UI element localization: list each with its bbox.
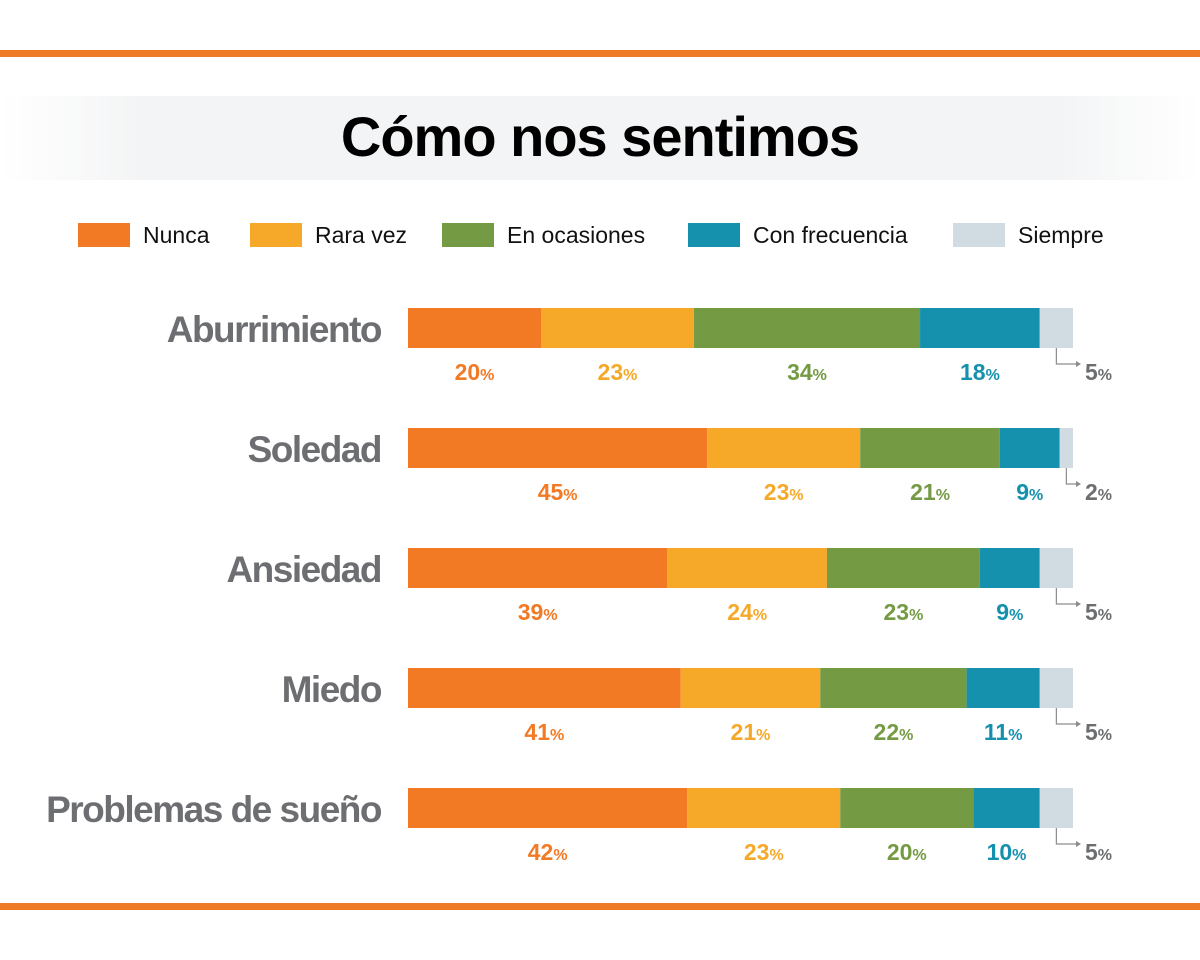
leader-arrow xyxy=(1076,481,1081,487)
legend-item-nunca: Nunca xyxy=(78,222,209,248)
legend-label: Siempre xyxy=(1018,221,1104,248)
bar-segment-siempre xyxy=(1039,668,1073,708)
value-label: 10% xyxy=(987,839,1027,865)
leader-arrow xyxy=(1076,361,1081,367)
leader-arrow xyxy=(1076,721,1081,727)
legend-label: Rara vez xyxy=(315,221,408,248)
bar-segment-nunca xyxy=(408,428,708,468)
bar-segment-rara-vez xyxy=(541,308,694,348)
leader-arrow xyxy=(1076,601,1081,607)
bar-segment-rara-vez xyxy=(680,668,821,708)
value-label: 20% xyxy=(887,839,927,865)
legend-label: Con frecuencia xyxy=(753,221,908,248)
value-label: 39% xyxy=(518,599,558,625)
category-label: Aburrimiento xyxy=(167,309,382,350)
value-label: 18% xyxy=(960,359,1000,385)
category-label: Soledad xyxy=(248,429,381,470)
category-label: Miedo xyxy=(282,669,382,710)
legend-item-con-frecuencia: Con frecuencia xyxy=(688,222,908,248)
value-label: 5% xyxy=(1085,839,1112,865)
value-label: 5% xyxy=(1085,719,1112,745)
leader-line xyxy=(1055,708,1079,725)
value-label: 11% xyxy=(984,719,1023,745)
bar-segment-siempre xyxy=(1039,548,1073,588)
value-label: 23% xyxy=(764,479,804,505)
value-label: 23% xyxy=(884,599,924,625)
leader-line xyxy=(1065,468,1079,485)
leader-arrow xyxy=(1076,841,1081,847)
bar-segment-nunca xyxy=(408,308,541,348)
bar-segment-rara-vez xyxy=(707,428,861,468)
bar-segment-rara-vez xyxy=(687,788,841,828)
value-label: 22% xyxy=(874,719,914,745)
value-label: 21% xyxy=(731,719,771,745)
bar-segment-nunca xyxy=(408,668,681,708)
value-label: 5% xyxy=(1085,359,1112,385)
bar-segment-en-ocasiones xyxy=(820,668,967,708)
value-label: 5% xyxy=(1085,599,1112,625)
value-label: 45% xyxy=(538,479,578,505)
bar-segment-con-frecuencia xyxy=(920,308,1040,348)
leader-line xyxy=(1055,348,1079,365)
bar-segment-en-ocasiones xyxy=(826,548,980,588)
value-label: 41% xyxy=(524,719,564,745)
category-label: Ansiedad xyxy=(226,549,381,590)
chart-title: Cómo nos sentimos xyxy=(340,105,860,168)
legend-swatch xyxy=(688,223,740,247)
legend-label: En ocasiones xyxy=(507,221,646,248)
bar-segment-con-frecuencia xyxy=(999,428,1060,468)
legend-swatch xyxy=(442,223,494,247)
value-label: 24% xyxy=(727,599,767,625)
bottom-rule xyxy=(0,903,1200,910)
category-label: Problemas de sueño xyxy=(46,789,382,830)
bar-segment-con-frecuencia xyxy=(966,668,1040,708)
top-rule xyxy=(0,50,1200,57)
leader-line xyxy=(1055,828,1079,845)
bar-segment-en-ocasiones xyxy=(860,428,1000,468)
title-band xyxy=(0,96,1200,180)
bar-segment-siempre xyxy=(1059,428,1073,468)
legend-item-rara-vez: Rara vez xyxy=(250,222,407,248)
bar-segment-con-frecuencia xyxy=(973,788,1040,828)
value-label: 34% xyxy=(787,359,827,385)
bar-segment-con-frecuencia xyxy=(979,548,1040,588)
value-label: 20% xyxy=(455,359,495,385)
legend-label: Nunca xyxy=(143,221,210,248)
bar-segment-siempre xyxy=(1039,788,1073,828)
bar-segment-nunca xyxy=(408,788,688,828)
legend-item-en-ocasiones: En ocasiones xyxy=(442,222,645,248)
value-label: 23% xyxy=(598,359,638,385)
bar-segment-en-ocasiones xyxy=(840,788,974,828)
value-label: 23% xyxy=(744,839,784,865)
legend-swatch xyxy=(78,223,130,247)
leader-line xyxy=(1055,588,1079,605)
value-label: 9% xyxy=(1016,479,1043,505)
bar-segment-nunca xyxy=(408,548,668,588)
bar-segment-en-ocasiones xyxy=(693,308,921,348)
value-label: 42% xyxy=(528,839,568,865)
bar-segment-rara-vez xyxy=(667,548,827,588)
legend-swatch xyxy=(250,223,302,247)
value-label: 9% xyxy=(996,599,1023,625)
value-label: 2% xyxy=(1085,479,1112,505)
legend-item-siempre: Siempre xyxy=(953,222,1104,248)
bar-segment-siempre xyxy=(1039,308,1073,348)
legend-swatch xyxy=(953,223,1005,247)
value-label: 21% xyxy=(910,479,950,505)
